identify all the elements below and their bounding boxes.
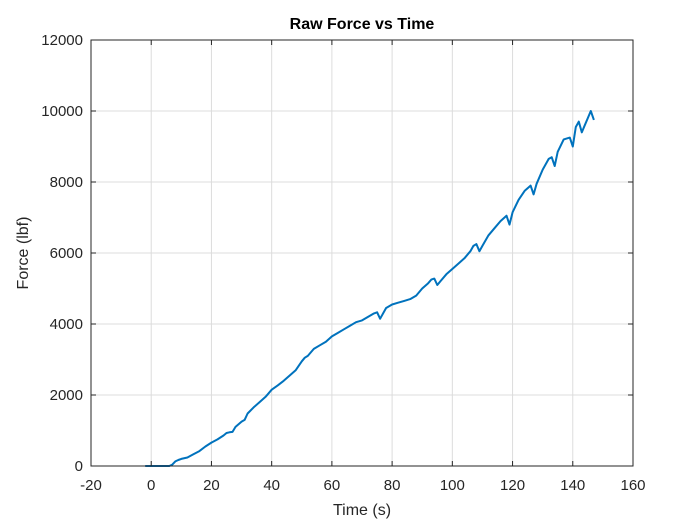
y-tick-label: 2000 <box>50 387 83 404</box>
x-tick-label: 60 <box>324 477 341 494</box>
x-axis-ticks: -20 0 20 40 60 80 100 120 140 160 <box>80 40 646 494</box>
x-tick-label: -20 <box>80 477 102 494</box>
y-tick-label: 12000 <box>41 32 83 49</box>
x-tick-label: 120 <box>500 477 525 494</box>
x-axis-label: Time (s) <box>333 502 391 519</box>
y-axis-ticks: 0 2000 4000 6000 8000 10000 12000 <box>41 32 633 475</box>
y-tick-label: 4000 <box>50 316 83 333</box>
y-tick-label: 10000 <box>41 103 83 120</box>
x-tick-label: 0 <box>147 477 155 494</box>
chart-title: Raw Force vs Time <box>290 16 435 33</box>
series-layer <box>145 110 595 467</box>
x-tick-label: 100 <box>440 477 465 494</box>
force-series-line <box>145 110 595 467</box>
y-tick-label: 8000 <box>50 174 83 191</box>
y-tick-label: 6000 <box>50 245 83 262</box>
x-tick-label: 80 <box>384 477 401 494</box>
x-tick-label: 40 <box>263 477 280 494</box>
y-tick-label: 0 <box>75 458 83 475</box>
y-axis-label: Force (lbf) <box>15 217 32 290</box>
x-tick-label: 160 <box>620 477 645 494</box>
x-tick-label: 20 <box>203 477 220 494</box>
x-tick-label: 140 <box>560 477 585 494</box>
